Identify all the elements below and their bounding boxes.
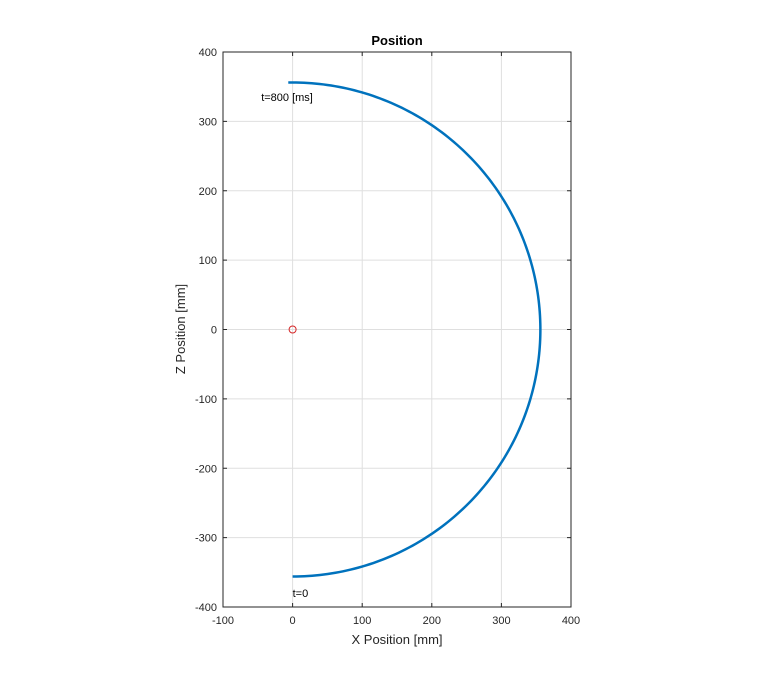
y-tick-label: 300 bbox=[199, 116, 217, 128]
x-tick-label: 200 bbox=[423, 615, 441, 627]
y-axis-label: Z Position [mm] bbox=[173, 284, 188, 374]
y-tick-label: -400 bbox=[195, 602, 217, 614]
x-tick-label: 0 bbox=[290, 615, 296, 627]
origin-marker bbox=[288, 325, 297, 334]
x-tick-label: 400 bbox=[562, 615, 580, 627]
annotation-start: t=0 bbox=[293, 588, 309, 600]
y-tick-label: 400 bbox=[199, 47, 217, 59]
x-axis-label: X Position [mm] bbox=[351, 632, 442, 647]
ticks: -100 0 100 200 300 400 -400 -300 -200 -100 0 100 200… bbox=[195, 47, 580, 627]
y-tick-label: 100 bbox=[199, 255, 217, 267]
y-tick-label: -100 bbox=[195, 394, 217, 406]
chart-title: Position bbox=[371, 33, 422, 48]
x-tick-label: 300 bbox=[492, 615, 510, 627]
y-tick-label: 200 bbox=[199, 186, 217, 198]
y-tick-label: -300 bbox=[195, 533, 217, 545]
y-tick-label: 0 bbox=[211, 325, 217, 337]
grid bbox=[222, 51, 572, 608]
annotation-end: t=800 [ms] bbox=[261, 92, 313, 104]
x-tick-label: -100 bbox=[212, 615, 234, 627]
trajectory-line bbox=[288, 81, 542, 578]
y-tick-label: -200 bbox=[195, 463, 217, 475]
x-tick-label: 100 bbox=[353, 615, 371, 627]
